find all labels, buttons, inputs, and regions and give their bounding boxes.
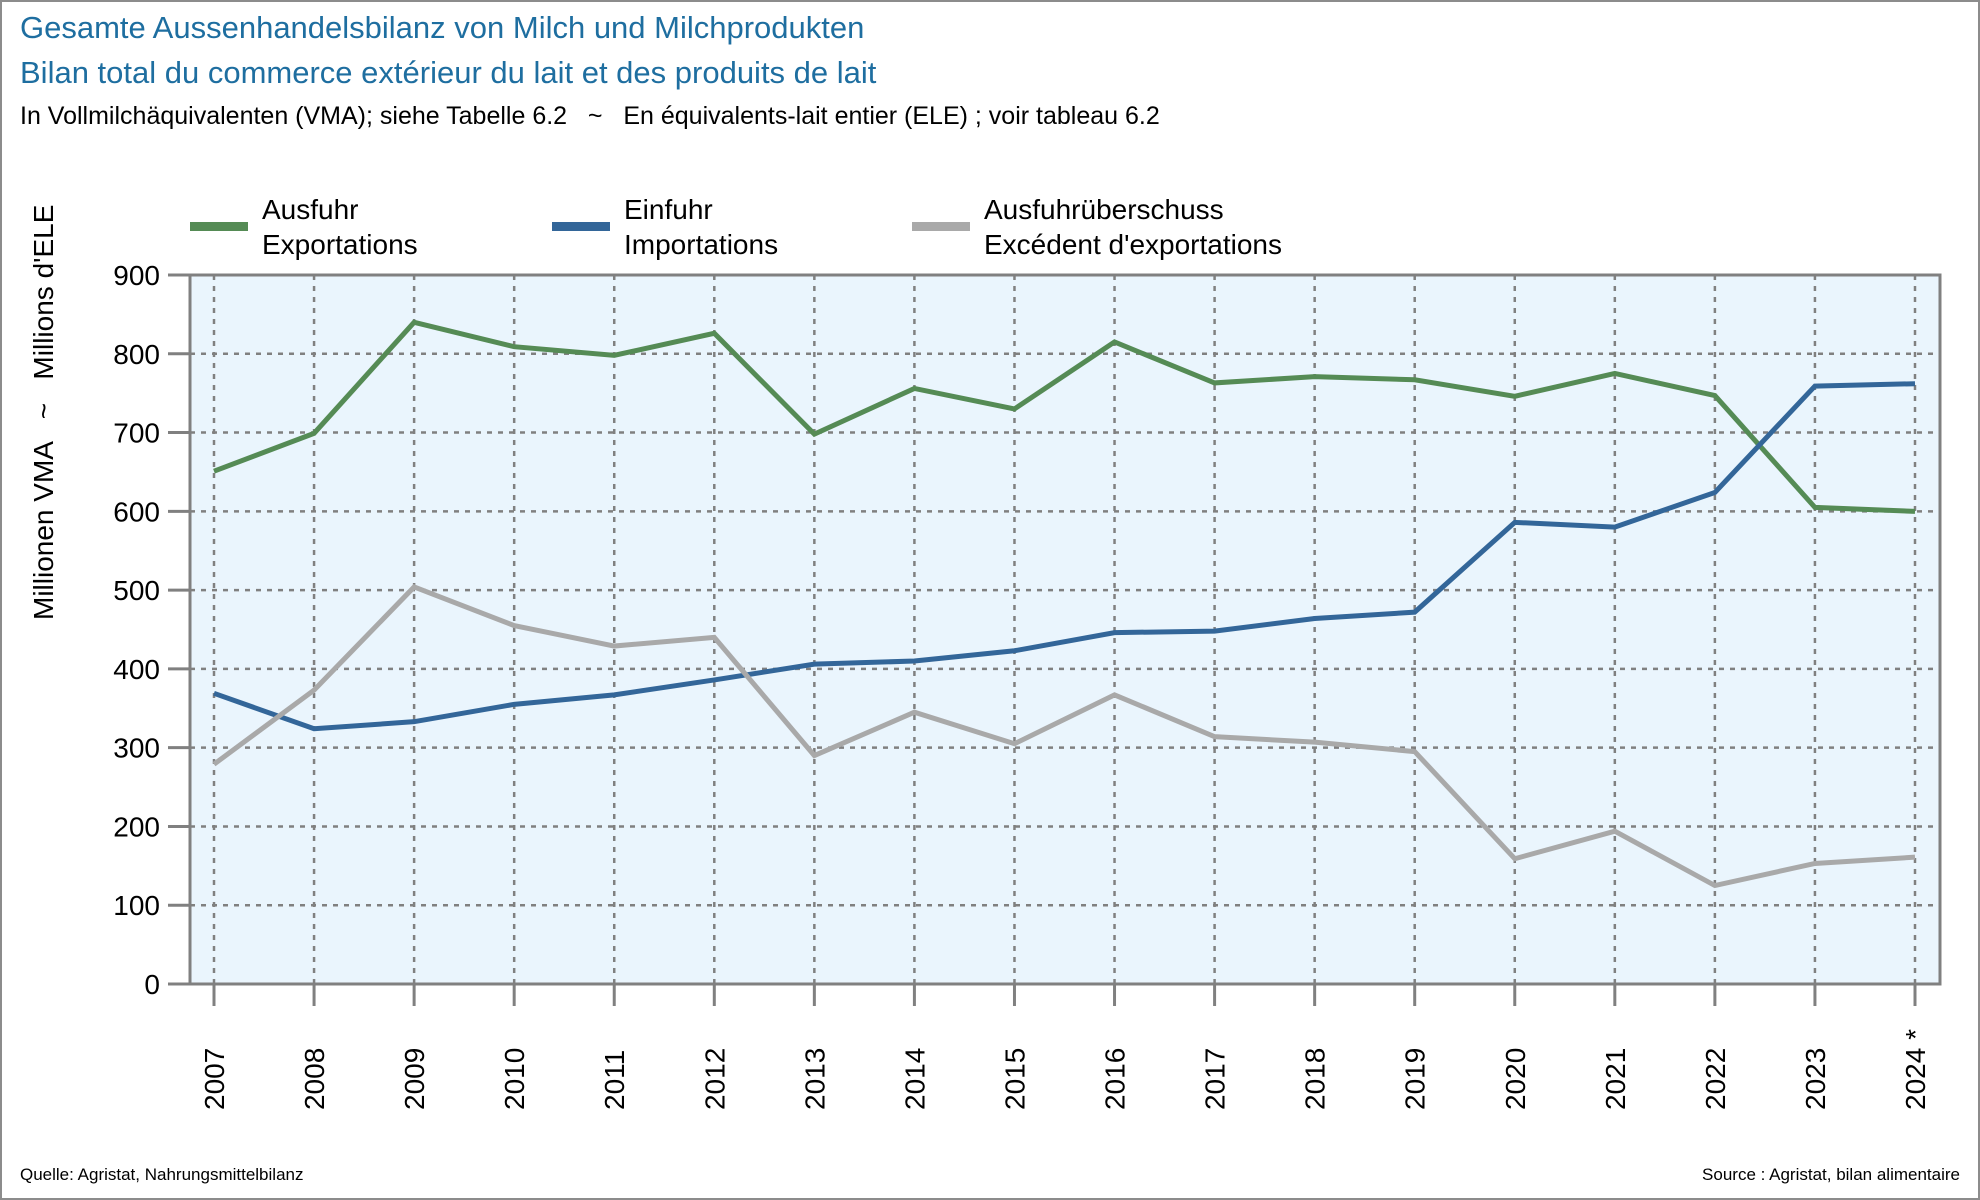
series-line-imports <box>213 381 1916 732</box>
legend-label-surplus-de: Ausfuhrüberschuss <box>984 194 1224 225</box>
y-tick-label: 200 <box>113 811 160 842</box>
x-tick-label: 2008 <box>299 1048 330 1110</box>
x-tick-label: 2018 <box>1300 1048 1331 1110</box>
legend-label-exports-de: Ausfuhr <box>262 194 359 225</box>
x-tick-label: 2014 <box>899 1048 930 1110</box>
series-lines <box>212 319 1916 889</box>
series-line-exports <box>213 319 1916 514</box>
y-tick-label: 500 <box>113 575 160 606</box>
x-tick-label: 2010 <box>499 1048 530 1110</box>
legend-label-imports: Einfuhr Importations <box>624 192 778 262</box>
x-tick-label: 2012 <box>699 1048 730 1110</box>
legend-label-exports-fr: Exportations <box>262 229 418 260</box>
x-tick-label: 2007 <box>199 1048 230 1110</box>
plot-border <box>188 273 1942 986</box>
x-tick-label: 2016 <box>1100 1048 1131 1110</box>
y-tick-label: 700 <box>113 418 160 449</box>
legend-label-exports: Ausfuhr Exportations <box>262 192 418 262</box>
y-tick-label: 0 <box>144 969 160 1000</box>
y-tick-label: 100 <box>113 890 160 921</box>
legend-label-surplus-fr: Excédent d'exportations <box>984 229 1282 260</box>
y-tick-label: 600 <box>113 496 160 527</box>
legend-label-surplus: Ausfuhrüberschuss Excédent d'exportation… <box>984 192 1282 262</box>
y-tick-label: 900 <box>113 260 160 291</box>
legend-label-imports-de: Einfuhr <box>624 194 713 225</box>
x-tick-label: 2023 <box>1800 1048 1831 1110</box>
x-tick-label: 2017 <box>1200 1048 1231 1110</box>
source-note-german: Quelle: Agristat, Nahrungsmittelbilanz <box>20 1165 304 1184</box>
x-tick-label: 2020 <box>1500 1048 1531 1110</box>
x-tick-label: 2022 <box>1700 1048 1731 1110</box>
y-tick-label: 300 <box>113 733 160 764</box>
chart-title-german: Gesamte Aussenhandelsbilanz von Milch un… <box>20 10 865 45</box>
y-tick-label: 400 <box>113 654 160 685</box>
x-tick-label: 2013 <box>799 1048 830 1110</box>
tick-labels: 0 100 200 300 400 500 600 700 800 900 2007 2008 2009… <box>113 260 1931 1110</box>
legend-swatch-imports <box>552 222 610 231</box>
x-tick-label: 2021 <box>1600 1048 1631 1110</box>
x-tick-label: 2019 <box>1400 1048 1431 1110</box>
x-tick-label: 2009 <box>399 1048 430 1110</box>
y-tick-label: 800 <box>113 339 160 370</box>
chart-title-french: Bilan total du commerce extérieur du lai… <box>20 55 877 90</box>
series-line-surplus <box>212 584 1916 889</box>
axes <box>168 273 1942 1006</box>
legend-swatch-surplus <box>912 222 970 231</box>
legend-label-imports-fr: Importations <box>624 229 779 260</box>
source-note-french: Source : Agristat, bilan alimentaire <box>1702 1165 1960 1184</box>
x-tick-label: 2024 * <box>1900 1029 1931 1110</box>
x-tick-label: 2015 <box>999 1048 1030 1110</box>
x-tick-label: 2011 <box>599 1050 630 1110</box>
grid <box>190 275 1940 984</box>
chart-subtitle: In Vollmilchäquivalenten (VMA); siehe Ta… <box>20 102 1160 130</box>
legend-swatch-exports <box>190 222 248 231</box>
plot-area <box>190 275 1940 984</box>
